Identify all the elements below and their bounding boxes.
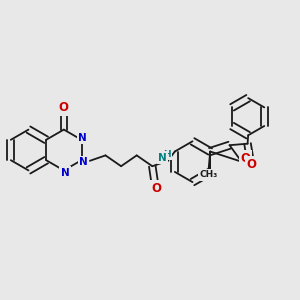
Text: N: N [158,153,167,163]
Text: N: N [61,167,69,178]
Text: O: O [59,101,69,114]
Text: N: N [78,133,87,143]
Text: O: O [247,158,256,171]
Text: O: O [241,152,251,165]
Text: H: H [163,150,170,159]
Text: CH₃: CH₃ [200,170,218,179]
Text: N: N [79,157,88,167]
Text: O: O [151,182,161,195]
